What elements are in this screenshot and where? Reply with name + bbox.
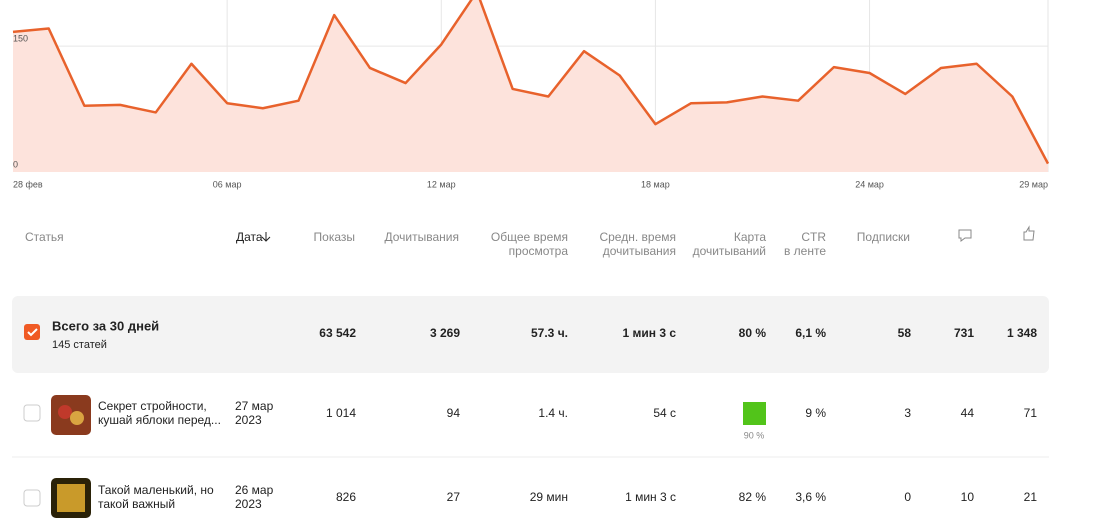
cell: 21	[1024, 490, 1038, 504]
cell: 9 %	[805, 406, 826, 420]
summary-cell: 3 269	[430, 326, 460, 340]
cell: 1.4 ч.	[538, 406, 568, 420]
y-tick-label: 150	[13, 34, 28, 44]
cell: 1 мин 3 с	[625, 490, 676, 504]
cell: 82 %	[739, 490, 767, 504]
column-header: Карта	[734, 230, 766, 244]
cell: 10	[961, 490, 975, 504]
cell: 27	[447, 490, 461, 504]
x-tick-label: 06 мар	[213, 179, 242, 189]
row-checkbox[interactable]	[23, 404, 41, 422]
summary-subtitle: 145 статей	[52, 339, 107, 351]
column-header: Показы	[314, 230, 355, 244]
cell: 29 мин	[530, 490, 568, 504]
article-date: 2023	[235, 413, 262, 427]
x-tick-label: 18 мар	[641, 179, 670, 189]
column-header: просмотра	[509, 244, 569, 258]
summary-checkbox[interactable]	[24, 324, 40, 340]
x-tick-label: 29 мар	[1019, 179, 1048, 189]
article-title[interactable]: Секрет стройности,	[98, 399, 207, 413]
summary-cell: 1 мин 3 с	[622, 326, 676, 340]
column-header: Дата	[236, 230, 263, 244]
column-header: Статья	[25, 230, 64, 244]
article-date: 2023	[235, 497, 262, 511]
column-header: Средн. время	[599, 230, 676, 244]
thumbnail-art	[57, 484, 85, 512]
check-mark	[27, 328, 38, 337]
cell: 0	[904, 490, 911, 504]
likes-icon	[1023, 225, 1035, 241]
article-title[interactable]: Такой маленький, но	[98, 483, 214, 497]
cell: 3,6 %	[795, 490, 826, 504]
x-tick-label: 12 мар	[427, 179, 456, 189]
column-header: Дочитывания	[385, 230, 460, 244]
summary-title: Всего за 30 дней	[52, 318, 159, 333]
summary-cell: 58	[898, 326, 912, 340]
cell: 71	[1024, 406, 1038, 420]
x-tick-label: 24 мар	[855, 179, 884, 189]
line	[12, 0, 1050, 165]
thumbnail-art	[70, 411, 84, 425]
column-header: Общее время	[491, 230, 568, 244]
summary-cell: 731	[954, 326, 974, 340]
column-header: дочитываний	[693, 244, 766, 258]
column-header: Подписки	[857, 230, 910, 244]
y-tick-label: 0	[13, 159, 18, 169]
thumbnail-art	[58, 405, 72, 419]
chart	[12, 0, 1050, 172]
row-checkbox[interactable]	[23, 489, 41, 507]
article-title[interactable]: такой важный	[98, 497, 175, 511]
column-header: CTR	[801, 230, 826, 244]
summary-cell: 63 542	[319, 326, 356, 340]
comments-icon	[958, 229, 972, 242]
sort-arrow[interactable]	[261, 232, 271, 242]
article-date: 26 мар	[235, 483, 274, 497]
column-header: в ленте	[784, 244, 826, 258]
article-date: 27 мар	[235, 399, 274, 413]
x-tick-label: 28 фев	[13, 179, 43, 189]
area	[13, 0, 1048, 172]
summary-row-bg	[12, 296, 1049, 373]
map-label: 90 %	[744, 430, 765, 440]
cell: 3	[904, 406, 911, 420]
map-swatch	[743, 402, 766, 425]
summary-cell: 1 348	[1007, 326, 1037, 340]
summary-cell: 6,1 %	[795, 326, 826, 340]
column-header: дочитывания	[603, 244, 676, 258]
cell: 826	[336, 490, 356, 504]
article-title[interactable]: кушай яблоки перед...	[98, 413, 221, 427]
cell: 1 014	[326, 406, 356, 420]
cell: 94	[447, 406, 461, 420]
cell: 44	[961, 406, 975, 420]
summary-cell: 57.3 ч.	[531, 326, 568, 340]
summary-cell: 80 %	[739, 326, 767, 340]
cell: 54 с	[653, 406, 676, 420]
